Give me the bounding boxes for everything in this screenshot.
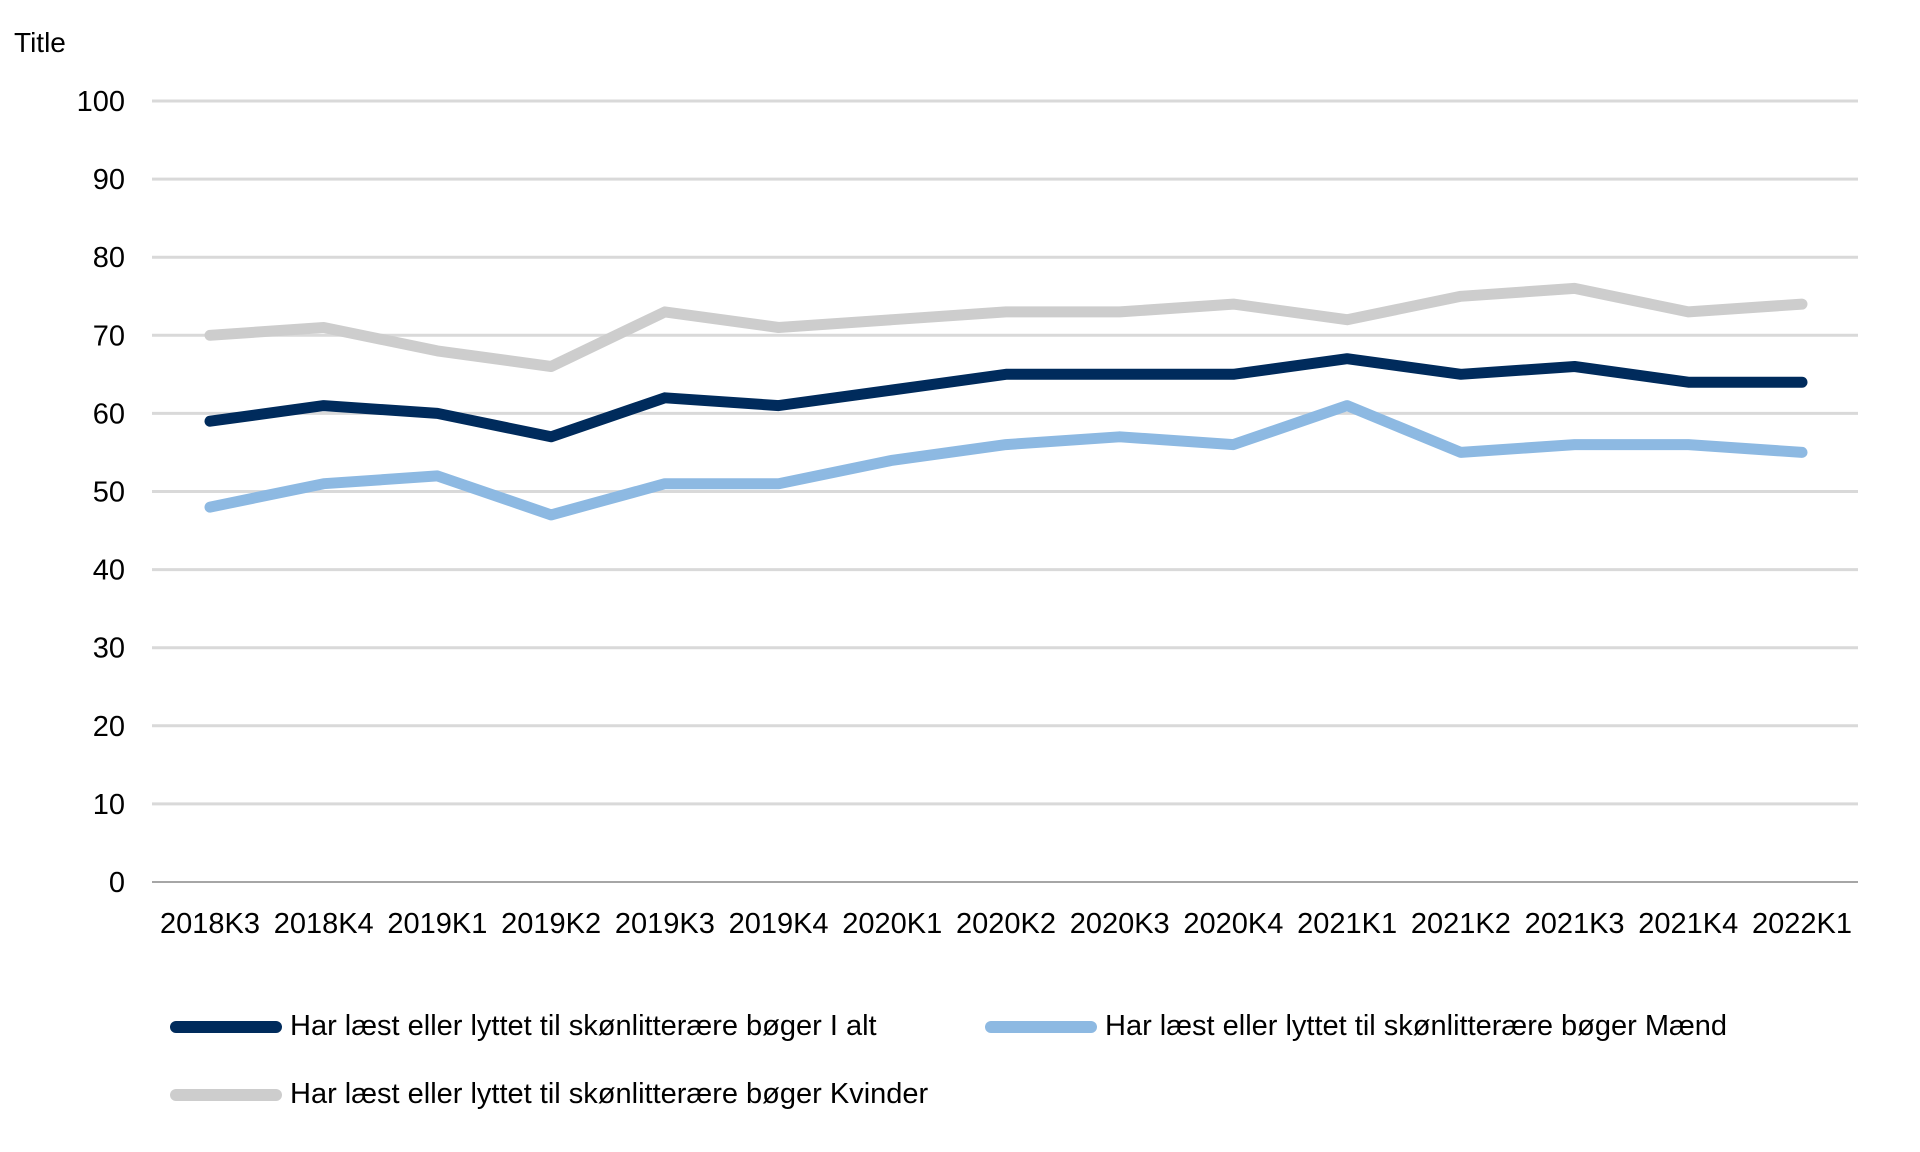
x-tick-label-2019K1: 2019K1 (387, 908, 487, 940)
x-tick-label-2020K1: 2020K1 (842, 908, 942, 940)
y-tick-label-100: 100 (77, 86, 125, 118)
legend-swatch-maend (985, 1020, 1097, 1033)
chart-title: Title (14, 27, 66, 58)
x-tick-label-2022K1: 2022K1 (1752, 908, 1852, 940)
series-line-kvinder (204, 282, 1808, 372)
legend-item-kvinder: Har læst eller lyttet til skønlitterære … (170, 1078, 928, 1111)
legend-item-maend: Har læst eller lyttet til skønlitterære … (985, 1010, 1727, 1043)
y-tick-label-0: 0 (109, 867, 125, 899)
legend-item-i-alt: Har læst eller lyttet til skønlitterære … (170, 1010, 877, 1043)
series-line-i-alt (204, 353, 1808, 443)
y-tick-label-50: 50 (93, 477, 125, 509)
y-tick-label-20: 20 (93, 711, 125, 743)
legend-swatch-i-alt (170, 1020, 282, 1033)
legend-label-kvinder: Har læst eller lyttet til skønlitterære … (290, 1078, 929, 1110)
x-tick-label-2018K3: 2018K3 (160, 908, 260, 940)
x-tick-label-2019K2: 2019K2 (501, 908, 601, 940)
series-line-maend (204, 400, 1808, 521)
x-tick-label-2021K3: 2021K3 (1525, 908, 1625, 940)
x-tick-label-2019K3: 2019K3 (615, 908, 715, 940)
y-axis-ticks: 0 10 20 30 40 50 60 70 80 90 100 (77, 86, 125, 899)
x-tick-label-2020K2: 2020K2 (956, 908, 1056, 940)
x-tick-label-2019K4: 2019K4 (729, 908, 829, 940)
legend-swatch-kvinder (170, 1088, 282, 1101)
y-tick-label-60: 60 (93, 398, 125, 430)
y-tick-label-90: 90 (93, 164, 125, 196)
y-tick-label-70: 70 (93, 320, 125, 352)
y-tick-label-10: 10 (93, 789, 125, 821)
x-tick-label-2021K2: 2021K2 (1411, 908, 1511, 940)
gridlines (152, 99, 1858, 883)
x-tick-label-2021K4: 2021K4 (1638, 908, 1738, 940)
y-tick-label-30: 30 (93, 633, 125, 665)
x-tick-label-2018K4: 2018K4 (274, 908, 374, 940)
series-lines (204, 282, 1808, 521)
x-tick-label-2021K1: 2021K1 (1297, 908, 1397, 940)
y-tick-label-80: 80 (93, 242, 125, 274)
x-axis-ticks: 2018K3 2018K4 2019K1 2019K2 2019K3 2019K4 2020… (160, 908, 1852, 940)
legend-label-i-alt: Har læst eller lyttet til skønlitterære … (290, 1010, 877, 1042)
legend-label-maend: Har læst eller lyttet til skønlitterære … (1105, 1010, 1728, 1042)
x-tick-label-2020K4: 2020K4 (1183, 908, 1283, 940)
y-tick-label-40: 40 (93, 555, 125, 587)
x-tick-label-2020K3: 2020K3 (1070, 908, 1170, 940)
